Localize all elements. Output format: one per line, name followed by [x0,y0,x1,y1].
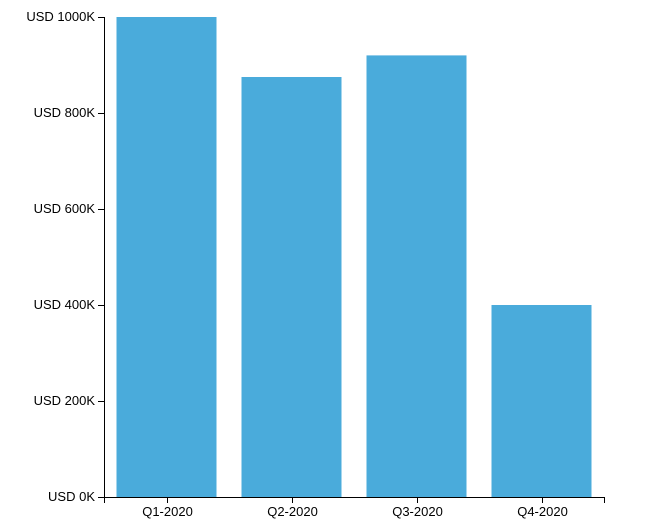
bar-q4-2020 [491,305,592,497]
x-tick-label: Q4-2020 [517,504,568,519]
x-axis-line [104,497,605,503]
bar-q3-2020 [366,55,467,498]
x-tick-label: Q3-2020 [392,504,443,519]
y-tick-label: USD 1000K [26,9,95,24]
bar-q2-2020 [241,77,342,497]
x-tick-label: Q2-2020 [267,504,318,519]
y-axis-line [98,17,105,498]
y-axis: USD 0K USD 200K USD 400K USD 600K USD 800K US… [26,9,105,504]
y-tick-label: USD 400K [34,297,96,312]
bars-layer [116,17,592,498]
y-tick-label: USD 200K [34,393,96,408]
x-tick-label: Q1-2020 [142,504,193,519]
y-tick-label: USD 600K [34,201,96,216]
y-tick-label: USD 0K [48,489,95,504]
x-axis: Q1-2020 Q2-2020 Q3-2020 Q4-2020 [104,497,605,519]
bar-q1-2020 [116,17,217,497]
y-tick-label: USD 800K [34,105,96,120]
